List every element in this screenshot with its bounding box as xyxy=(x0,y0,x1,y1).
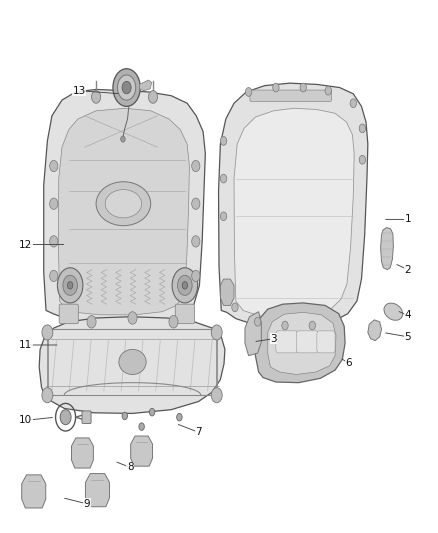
Polygon shape xyxy=(131,436,152,466)
Polygon shape xyxy=(44,90,205,324)
Text: 4: 4 xyxy=(405,311,411,320)
Circle shape xyxy=(92,91,101,103)
Circle shape xyxy=(245,87,252,96)
Circle shape xyxy=(350,99,357,108)
Ellipse shape xyxy=(384,303,403,320)
Circle shape xyxy=(67,281,73,289)
Circle shape xyxy=(192,236,200,247)
FancyBboxPatch shape xyxy=(250,90,332,101)
Ellipse shape xyxy=(96,182,151,225)
Circle shape xyxy=(232,303,238,312)
Text: 11: 11 xyxy=(19,340,32,350)
Circle shape xyxy=(117,75,136,100)
Polygon shape xyxy=(39,317,225,414)
Ellipse shape xyxy=(119,350,146,375)
Circle shape xyxy=(42,325,53,340)
Circle shape xyxy=(325,86,332,95)
Text: 10: 10 xyxy=(19,415,32,425)
Polygon shape xyxy=(368,320,381,341)
Text: 12: 12 xyxy=(19,239,32,249)
Circle shape xyxy=(49,160,58,172)
Circle shape xyxy=(42,387,53,403)
Circle shape xyxy=(220,136,227,146)
Circle shape xyxy=(121,88,130,101)
Polygon shape xyxy=(85,474,110,507)
Circle shape xyxy=(60,410,71,425)
Circle shape xyxy=(300,83,307,92)
Polygon shape xyxy=(71,438,93,468)
Circle shape xyxy=(63,275,78,295)
Circle shape xyxy=(211,387,222,403)
Polygon shape xyxy=(234,108,354,317)
Polygon shape xyxy=(245,312,261,356)
Text: 3: 3 xyxy=(270,334,277,344)
Polygon shape xyxy=(139,80,152,91)
Circle shape xyxy=(220,212,227,221)
FancyBboxPatch shape xyxy=(317,331,335,353)
FancyBboxPatch shape xyxy=(175,304,194,324)
Circle shape xyxy=(192,160,200,172)
Text: 2: 2 xyxy=(405,265,411,274)
Circle shape xyxy=(177,275,192,295)
Circle shape xyxy=(128,312,137,324)
Polygon shape xyxy=(268,312,336,375)
Polygon shape xyxy=(381,228,393,270)
Text: 13: 13 xyxy=(73,86,86,96)
Circle shape xyxy=(122,81,131,94)
FancyBboxPatch shape xyxy=(82,411,91,424)
FancyBboxPatch shape xyxy=(276,331,298,353)
Circle shape xyxy=(113,69,140,107)
Circle shape xyxy=(359,155,366,164)
Circle shape xyxy=(192,198,200,209)
Circle shape xyxy=(254,317,261,326)
Polygon shape xyxy=(22,475,46,508)
Circle shape xyxy=(49,198,58,209)
Circle shape xyxy=(149,408,155,416)
Circle shape xyxy=(359,124,366,133)
Polygon shape xyxy=(254,303,345,383)
Ellipse shape xyxy=(105,190,141,218)
Text: 8: 8 xyxy=(127,463,134,472)
Circle shape xyxy=(177,414,182,421)
FancyBboxPatch shape xyxy=(59,304,78,324)
Circle shape xyxy=(57,268,83,303)
Circle shape xyxy=(282,321,288,330)
FancyBboxPatch shape xyxy=(297,331,318,353)
Circle shape xyxy=(273,83,279,92)
Circle shape xyxy=(49,236,58,247)
Polygon shape xyxy=(219,83,368,327)
Polygon shape xyxy=(220,279,234,305)
Polygon shape xyxy=(58,108,189,315)
Circle shape xyxy=(172,268,198,303)
Circle shape xyxy=(139,423,145,430)
Text: 5: 5 xyxy=(405,332,411,342)
Text: 1: 1 xyxy=(405,214,411,224)
Text: 7: 7 xyxy=(195,427,202,437)
Circle shape xyxy=(121,136,125,142)
Circle shape xyxy=(87,316,96,328)
Circle shape xyxy=(182,281,187,289)
Circle shape xyxy=(220,174,227,183)
Text: 9: 9 xyxy=(84,499,90,509)
Circle shape xyxy=(192,270,200,281)
Circle shape xyxy=(211,325,222,340)
Circle shape xyxy=(122,412,127,419)
Circle shape xyxy=(49,270,58,281)
Circle shape xyxy=(148,91,158,103)
Text: 6: 6 xyxy=(346,358,352,368)
Circle shape xyxy=(169,316,178,328)
Circle shape xyxy=(309,321,315,330)
